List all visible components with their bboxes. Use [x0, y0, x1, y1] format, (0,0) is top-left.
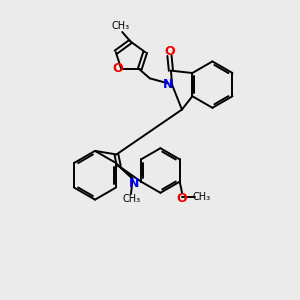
- Text: CH₃: CH₃: [111, 21, 129, 31]
- Text: O: O: [177, 191, 188, 205]
- Text: CH₃: CH₃: [192, 191, 211, 202]
- Text: N: N: [129, 177, 139, 190]
- Text: N: N: [163, 78, 173, 92]
- Text: O: O: [112, 62, 123, 75]
- Text: CH₃: CH₃: [122, 194, 141, 204]
- Text: O: O: [164, 45, 175, 58]
